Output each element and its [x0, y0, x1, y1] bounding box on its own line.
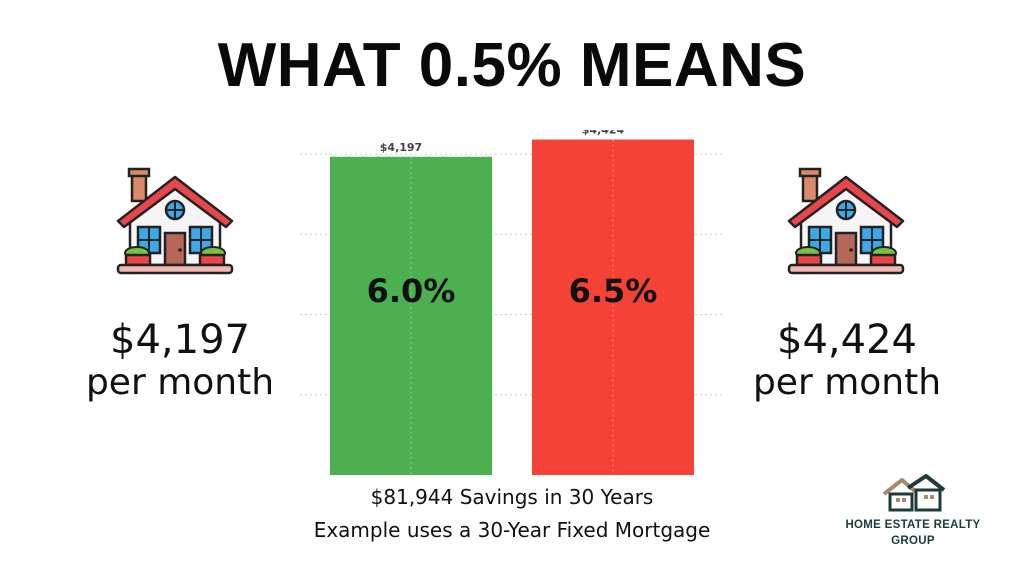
company-logo: HOME ESTATE REALTY GROUP — [838, 472, 988, 549]
left-unit: per month — [85, 361, 275, 403]
bar-chart: $4,197 6.0% $4,424 6.5% — [300, 130, 724, 476]
right-amount: $4,424 — [777, 317, 917, 363]
left-amount: $4,197 — [110, 317, 250, 363]
house-icon — [116, 167, 234, 275]
bar-value-label: $4,197 — [380, 141, 422, 154]
bar-2 — [532, 139, 694, 476]
chart-bars — [330, 139, 694, 476]
bar-1 — [330, 156, 492, 475]
logo-name-line1: HOME ESTATE REALTY — [845, 519, 981, 531]
bar-category-label: 6.5% — [569, 272, 658, 310]
left-monthly-payment: $4,197 per month — [55, 318, 305, 403]
mortgage-note: Example uses a 30-Year Fixed Mortgage — [313, 518, 711, 542]
bar-value-label: $4,424 — [582, 130, 625, 137]
bar-category-label: 6.0% — [367, 272, 456, 310]
chart-labels: $4,197 6.0% $4,424 6.5% — [367, 130, 658, 310]
logo-houses-icon — [882, 474, 946, 512]
right-unit: per month — [752, 361, 942, 403]
savings-caption: $81,944 Savings in 30 Years — [370, 485, 654, 509]
right-monthly-payment: $4,424 per month — [722, 318, 972, 403]
page-title: WHAT 0.5% MEANS — [217, 31, 807, 100]
house-icon — [787, 167, 905, 275]
logo-name-line2: GROUP — [891, 534, 935, 547]
